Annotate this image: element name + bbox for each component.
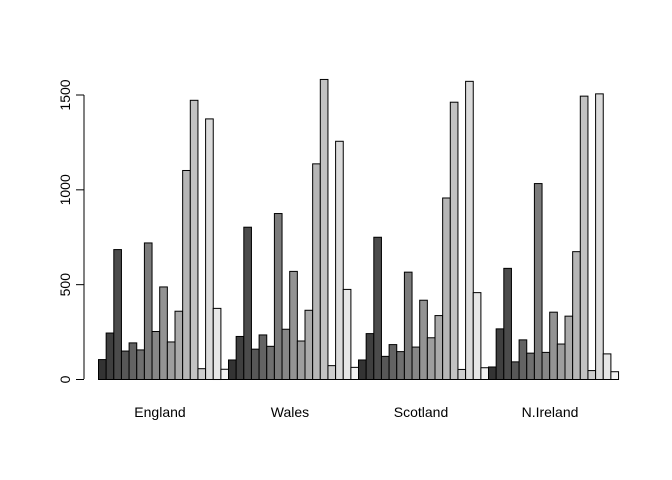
bar-1-11 [312, 163, 321, 380]
bar-3-8 [549, 311, 558, 381]
bar-3-4 [518, 339, 528, 380]
bar-0-6 [143, 242, 153, 380]
bar-3-7 [541, 351, 551, 381]
bar-0-1 [105, 332, 115, 380]
bar-0-14 [205, 118, 214, 381]
bar-1-10 [304, 309, 314, 380]
y-tick-label-1: 500 [57, 273, 73, 297]
bar-3-16 [610, 371, 620, 381]
bar-1-14 [335, 140, 344, 380]
bar-1-1 [235, 335, 245, 381]
bar-2-11 [442, 197, 451, 380]
bar-0-9 [166, 341, 176, 381]
bar-2-8 [419, 299, 428, 380]
bar-3-0 [488, 366, 497, 381]
bar-0-0 [98, 359, 107, 380]
bar-1-6 [273, 213, 283, 380]
bar-2-16 [480, 367, 490, 380]
bar-2-5 [396, 351, 405, 380]
bar-group-england [98, 99, 230, 381]
bar-0-2 [113, 249, 122, 380]
bar-2-9 [426, 337, 436, 380]
bar-2-7 [411, 346, 421, 381]
bar-3-2 [503, 267, 512, 380]
bar-1-16 [350, 366, 360, 380]
bar-1-8 [289, 270, 298, 381]
bar-0-11 [182, 169, 191, 380]
bar-3-13 [587, 370, 597, 380]
bar-0-15 [212, 307, 222, 381]
y-tick-label-0: 0 [57, 375, 73, 383]
bar-2-0 [358, 359, 367, 380]
bar-0-8 [159, 286, 168, 380]
bar-3-10 [564, 315, 574, 380]
bar-3-15 [602, 353, 612, 381]
bar-3-6 [533, 183, 543, 380]
bar-group-wales [228, 78, 360, 381]
bar-1-4 [258, 334, 268, 380]
bar-1-12 [319, 78, 329, 380]
y-tick-label-2: 1000 [57, 174, 73, 205]
bar-0-7 [151, 331, 161, 381]
category-labels: England Wales Scotland N.Ireland [134, 404, 578, 420]
bar-0-13 [197, 368, 207, 381]
bar-1-9 [296, 340, 306, 380]
bar-2-2 [373, 236, 382, 380]
bar-3-1 [495, 328, 505, 380]
bar-1-13 [327, 365, 337, 380]
bar-1-15 [342, 288, 352, 380]
bar-3-5 [526, 352, 535, 381]
bar-1-5 [266, 345, 275, 380]
bar-0-3 [120, 350, 130, 380]
bar-2-1 [365, 333, 375, 381]
y-tick-label-3: 1500 [57, 79, 73, 110]
category-label-2: Scotland [394, 404, 448, 420]
bar-0-10 [174, 310, 184, 380]
bar-0-16 [220, 368, 230, 381]
bar-3-11 [572, 251, 581, 380]
category-label-3: N.Ireland [522, 404, 579, 420]
bar-0-4 [128, 342, 138, 381]
bar-2-12 [449, 101, 459, 381]
bar-2-15 [472, 292, 482, 381]
bar-0-12 [189, 99, 199, 380]
category-label-0: England [134, 404, 185, 420]
bar-2-13 [457, 368, 467, 381]
bar-3-9 [556, 343, 566, 380]
bar-group-scotland [358, 80, 490, 381]
bar-0-5 [136, 349, 145, 381]
bar-2-3 [380, 355, 390, 380]
bar-1-7 [281, 328, 291, 380]
category-label-1: Wales [271, 404, 309, 420]
bar-1-2 [243, 226, 252, 380]
bar-2-6 [403, 271, 413, 380]
bar-2-4 [388, 344, 398, 381]
bar-2-14 [465, 80, 474, 380]
bar-3-12 [579, 95, 589, 380]
bar-3-3 [510, 361, 520, 380]
bar-1-3 [250, 348, 260, 380]
bar-3-14 [595, 93, 604, 381]
bar-1-0 [228, 359, 237, 380]
bar-group-n-ireland [488, 93, 620, 381]
y-axis: 0 500 1000 1500 [57, 79, 85, 383]
bar-groups [98, 78, 620, 381]
bar-2-10 [434, 315, 444, 380]
